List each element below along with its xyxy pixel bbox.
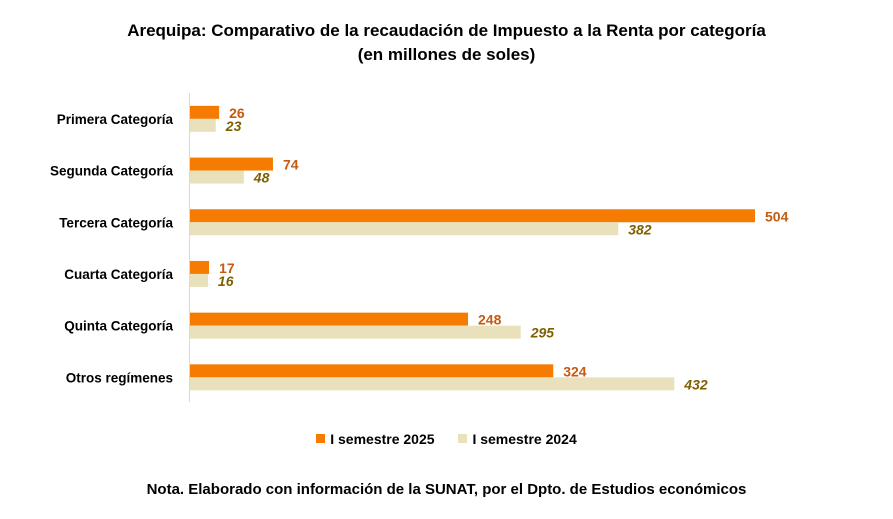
data-label-i-semestre-2025-cuarta-categoria: 17 (219, 260, 235, 276)
bar-i-semestre-2024-cuarta-categoria (190, 273, 208, 287)
category-label-primera-categoria: Primera Categoría (57, 112, 174, 127)
bar-i-semestre-2024-tercera-categoria (190, 222, 619, 236)
legend-label-2024: I semestre 2024 (472, 430, 577, 447)
category-label-quinta-categoria: Quinta Categoría (64, 319, 173, 334)
bar-i-semestre-2025-otros-regimenes (190, 364, 554, 378)
chart-title-main: Arequipa: Comparativo de la recaudación … (127, 21, 766, 40)
bar-i-semestre-2024-otros-regimenes (190, 377, 675, 391)
data-label-i-semestre-2025-segunda-categoria: 74 (283, 157, 299, 173)
category-label-cuarta-categoria: Cuarta Categoría (64, 267, 173, 282)
bar-i-semestre-2024-quinta-categoria (190, 325, 521, 339)
bar-i-semestre-2025-primera-categoria (190, 105, 220, 119)
bar-i-semestre-2025-segunda-categoria (190, 157, 273, 171)
legend-swatch-2024 (458, 434, 468, 443)
data-label-i-semestre-2025-primera-categoria: 26 (229, 105, 245, 121)
legend-item-2024: I semestre 2024 (458, 430, 577, 447)
data-label-i-semestre-2024-quinta-categoria: 295 (530, 325, 555, 341)
data-label-i-semestre-2024-otros-regimenes: 432 (683, 376, 708, 392)
data-label-i-semestre-2025-otros-regimenes: 324 (563, 363, 587, 379)
data-label-i-semestre-2024-primera-categoria: 23 (225, 118, 242, 134)
legend-swatch-2025 (316, 434, 326, 443)
bar-i-semestre-2024-segunda-categoria (190, 170, 244, 184)
source-note: Nota. Elaborado con información de la SU… (146, 481, 747, 498)
legend: I semestre 2025 I semestre 2024 (0, 430, 893, 447)
bar-i-semestre-2025-cuarta-categoria (190, 260, 210, 274)
category-label-tercera-categoria: Tercera Categoría (59, 215, 173, 230)
data-label-i-semestre-2025-tercera-categoria: 504 (765, 208, 789, 224)
legend-item-2025: I semestre 2025 (316, 430, 435, 447)
data-label-i-semestre-2024-segunda-categoria: 48 (253, 170, 270, 186)
bar-i-semestre-2025-tercera-categoria (190, 209, 755, 223)
data-label-i-semestre-2024-tercera-categoria: 382 (628, 221, 652, 237)
chart-title: Arequipa: Comparativo de la recaudación … (0, 19, 893, 67)
chart-subtitle: (en millones de soles) (357, 45, 536, 64)
data-label-i-semestre-2025-quinta-categoria: 248 (478, 312, 502, 328)
data-label-i-semestre-2024-cuarta-categoria: 16 (218, 273, 234, 289)
category-label-segunda-categoria: Segunda Categoría (50, 164, 174, 179)
bar-i-semestre-2025-quinta-categoria (190, 312, 469, 326)
category-label-otros-regimenes: Otros regímenes (66, 370, 173, 385)
legend-label-2025: I semestre 2025 (330, 430, 435, 447)
bar-i-semestre-2024-primera-categoria (190, 118, 216, 132)
